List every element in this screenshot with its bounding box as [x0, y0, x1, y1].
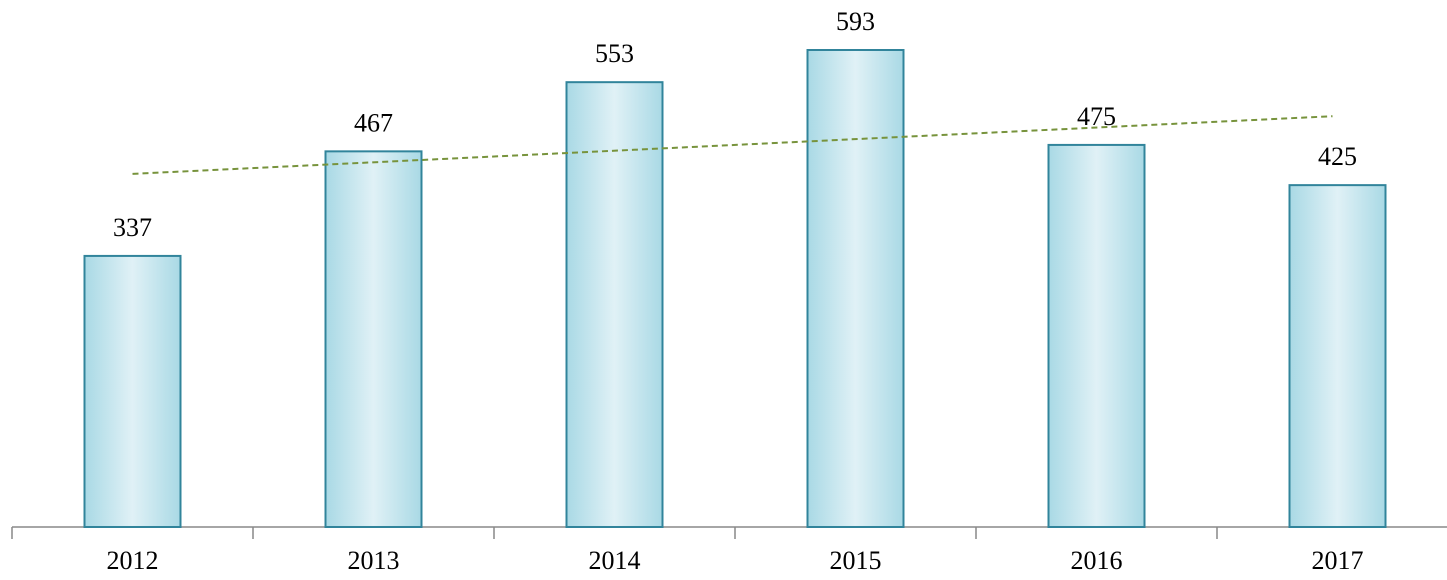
- x-tick-label: 2012: [107, 546, 159, 575]
- x-tick-label: 2016: [1071, 546, 1123, 575]
- bar: [83, 254, 182, 528]
- x-tick-label: 2017: [1312, 546, 1364, 575]
- data-label: 593: [836, 7, 875, 36]
- data-label: 553: [595, 39, 634, 68]
- bar: [806, 49, 905, 528]
- data-label: 337: [113, 213, 152, 242]
- bar: [324, 150, 423, 528]
- data-label: 467: [354, 108, 393, 137]
- bar: [1288, 184, 1387, 528]
- x-tick-label: 2015: [830, 546, 882, 575]
- data-label: 475: [1077, 102, 1116, 131]
- x-tick-label: 2014: [589, 546, 641, 575]
- bar: [565, 81, 664, 528]
- bar: [1047, 143, 1146, 529]
- data-label: 425: [1318, 142, 1357, 171]
- trendline: [132, 115, 1333, 175]
- x-tick-label: 2013: [348, 546, 400, 575]
